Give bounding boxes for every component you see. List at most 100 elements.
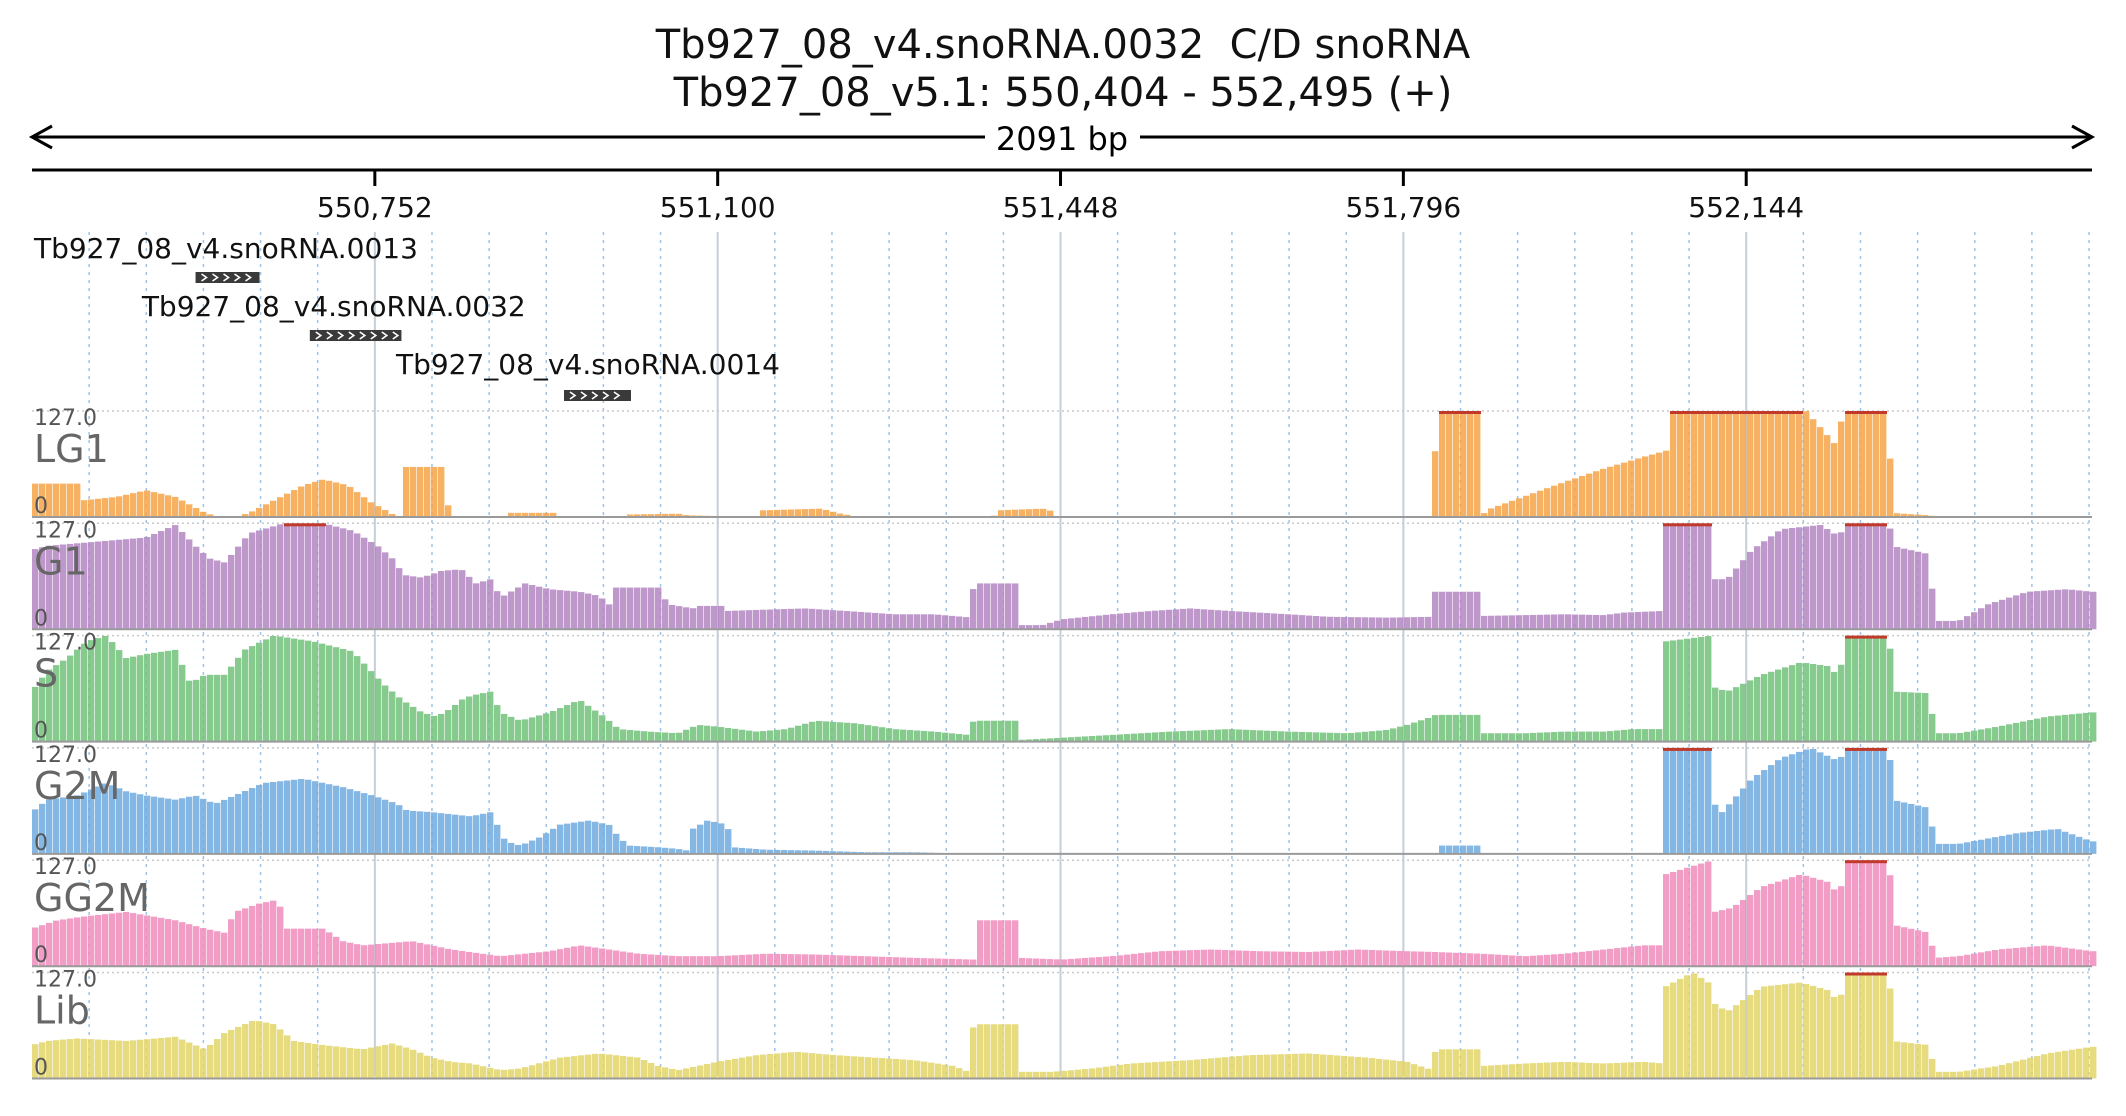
track-lg1-bar	[1474, 411, 1481, 517]
track-gg2m-bar	[1761, 886, 1768, 967]
track-s-bar	[1446, 714, 1453, 742]
track-lib-bar	[1971, 1069, 1978, 1079]
track-lib-bar	[676, 1069, 683, 1079]
track-gg2m-bar	[1166, 950, 1173, 967]
track-g1-bar	[1075, 617, 1082, 630]
track-gg2m-bar	[228, 919, 235, 967]
track-lg1-bar	[326, 480, 333, 517]
track-s-bar	[1152, 732, 1159, 742]
track-lib-bar	[543, 1061, 550, 1079]
track-g1-bar	[1754, 546, 1761, 630]
track-g2m-bar	[1978, 839, 1985, 854]
track-lib-bar	[963, 1070, 970, 1079]
track-g2m-bar	[473, 815, 480, 854]
track-lib-bar	[1348, 1056, 1355, 1079]
track-g2m-bar	[1922, 807, 1929, 854]
track-g1-bar	[1096, 615, 1103, 630]
track-g1-bar	[599, 598, 606, 630]
track-s-bar	[522, 719, 529, 742]
track-gg2m-bar	[445, 948, 452, 967]
track-g1-bar	[998, 583, 1005, 630]
track-s-bar	[1103, 735, 1110, 742]
track-gg2m-bar	[1691, 865, 1698, 967]
track-gg2m-bar	[515, 954, 522, 967]
track-g1-bar	[592, 595, 599, 630]
track-lg1-bar	[844, 514, 851, 517]
track-gg2m-bar	[2069, 948, 2076, 967]
track-s-bar	[1236, 729, 1243, 742]
track-lib-bar	[1726, 1010, 1733, 1079]
track-lib-bar	[151, 1038, 158, 1079]
track-g2m-bar	[1901, 802, 1908, 854]
track-gg2m-bar	[494, 955, 501, 967]
feature-tb927-08-v4-snorna-0013-strand-arrow	[245, 273, 252, 282]
track-gg2m-bar	[1705, 861, 1712, 967]
track-gg2m-bar	[592, 947, 599, 967]
track-gg2m-bar	[795, 954, 802, 967]
track-s-bar	[1145, 732, 1152, 742]
track-g1-bar	[151, 534, 158, 630]
track-g2m-bar	[837, 851, 844, 854]
track-g2m-bar	[256, 785, 263, 854]
track-lib-bar	[2083, 1047, 2090, 1079]
track-gg2m-bar	[599, 948, 606, 967]
track-g2m-bar	[1873, 747, 1880, 854]
track-lg1-bar	[1733, 411, 1740, 517]
track-gg2m-bar	[851, 955, 858, 967]
track-lg1-bar	[1873, 411, 1880, 517]
track-s-bar	[109, 642, 116, 742]
track-s-bar	[1460, 714, 1467, 742]
track-g2m-bar	[767, 849, 774, 854]
track-s-bar	[1131, 733, 1138, 742]
track-lg1-bar	[1824, 435, 1831, 517]
track-lg1-bar	[291, 490, 298, 517]
track-s-bar	[718, 727, 725, 742]
track-g2m-bar	[123, 791, 130, 854]
track-lib-bar	[1684, 975, 1691, 1079]
track-g1-bar	[879, 613, 886, 630]
track-g2m-bar	[186, 796, 193, 854]
track-s-bar	[1362, 731, 1369, 742]
track-g1-bar	[1712, 579, 1719, 630]
track-lib-bar	[1187, 1060, 1194, 1079]
track-g1-bar	[1831, 533, 1838, 630]
track-gg2m-bar	[242, 908, 249, 967]
track-g2m-bar	[599, 823, 606, 854]
track-s-bar	[1579, 731, 1586, 742]
track-lib-bar	[634, 1057, 641, 1079]
track-lib-bar	[1334, 1055, 1341, 1079]
track-gg2m-bar	[613, 950, 620, 967]
track-s-bar	[221, 674, 228, 742]
track-lg1-clip-mark	[1761, 411, 1768, 414]
track-gg2m-bar	[1642, 945, 1649, 967]
feature-tb927-08-v4-snorna-0032-strand-arrow	[326, 331, 334, 340]
track-s-bar	[1838, 664, 1845, 742]
track-lib-bar	[144, 1039, 151, 1079]
track-lib-bar	[718, 1061, 725, 1079]
track-g1-bar	[1502, 615, 1509, 630]
track-lg1-bar	[403, 466, 410, 517]
track-lg1-clip-mark	[1747, 411, 1754, 414]
track-lg1-bar	[32, 483, 39, 517]
track-s-clip-mark	[1845, 635, 1852, 639]
track-gg2m-bar	[1117, 955, 1124, 967]
track-g1-bar	[1670, 523, 1677, 630]
track-g2m-bar	[501, 838, 508, 854]
track-lib-bar	[732, 1058, 739, 1079]
track-lib-bar	[1691, 973, 1698, 1079]
track-s-bar	[354, 656, 361, 742]
feature-tb927-08-v4-snorna-0014-strand-arrow	[602, 391, 610, 400]
track-gg2m-bar	[1488, 954, 1495, 967]
track-gg2m-bar	[354, 944, 361, 967]
track-s-bar	[564, 705, 571, 742]
track-lg1-bar	[354, 492, 361, 517]
track-s-bar	[844, 722, 851, 742]
coverage-tracks: 127.00LG1127.00G1127.00S127.00G2M127.00G…	[32, 406, 2097, 1081]
track-g2m-bar	[1453, 845, 1460, 854]
track-s-bar	[1544, 732, 1551, 742]
track-lg1-bar	[1642, 456, 1649, 517]
track-lib-bar	[1565, 1061, 1572, 1079]
track-lg1-clip-mark	[1880, 411, 1887, 414]
track-g1-bar	[1908, 550, 1915, 630]
track-g2m-bar	[1992, 837, 1999, 854]
